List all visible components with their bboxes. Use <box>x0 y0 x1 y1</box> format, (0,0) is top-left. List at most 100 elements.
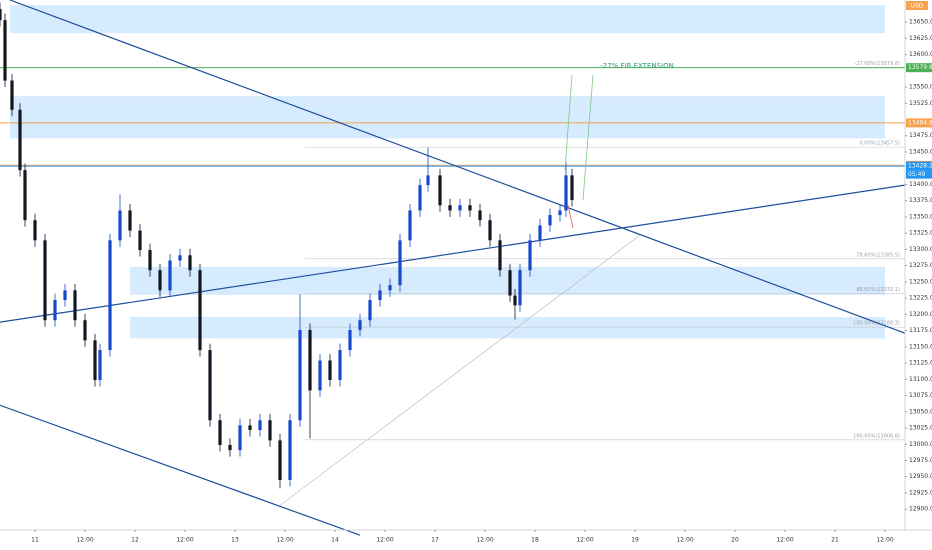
y-tick-label: 13075.0 <box>909 392 932 399</box>
y-tick-label: 12950.0 <box>909 473 932 480</box>
y-tick-label: 13250.0 <box>909 278 932 285</box>
x-tick-label: 20 <box>731 537 739 544</box>
candle-body <box>3 20 7 81</box>
candle-body <box>73 290 77 321</box>
candle-body <box>338 350 342 380</box>
x-tick-label: 12:00 <box>276 537 293 544</box>
y-tick-label: 13225.0 <box>909 295 932 302</box>
candle-body <box>448 205 452 211</box>
candle-body <box>118 210 122 241</box>
candle-body <box>358 320 362 330</box>
x-tick-label: 12:00 <box>76 537 93 544</box>
candle-body <box>378 290 382 301</box>
candle-body <box>0 9 2 21</box>
fib-label: 100.00%(13180.3) <box>853 321 900 327</box>
candle-body <box>348 329 352 351</box>
x-tick-label: 14 <box>331 537 339 544</box>
zone <box>10 96 885 139</box>
candle-body <box>168 260 172 291</box>
annotation: -27% FIB EXTENSION <box>600 62 674 70</box>
candle-body <box>570 175 574 201</box>
candle-body <box>328 360 332 380</box>
y-tick-label: 13450.0 <box>909 148 932 155</box>
candle-body <box>218 420 222 445</box>
level-box <box>906 161 932 171</box>
y-tick-label: 13375.0 <box>909 197 932 204</box>
candle-body <box>108 240 112 351</box>
candle-body <box>288 420 292 480</box>
y-tick-label: 13600.0 <box>909 51 932 58</box>
candle-body <box>278 440 282 480</box>
y-tick-label: 13200.0 <box>909 311 932 318</box>
y-tick-label: 13325.0 <box>909 230 932 237</box>
candle-body <box>488 220 492 241</box>
arrow <box>582 74 594 201</box>
trendline <box>0 184 906 323</box>
candle-body <box>468 205 472 211</box>
candle-body <box>148 250 152 271</box>
zones: -27.00%(13579.8) 0.00%(13457.5) 78.60%(132… <box>10 5 905 441</box>
x-tick-label: 11 <box>31 537 39 544</box>
candle-body <box>398 240 402 286</box>
fib-label: 100.00%(13006.8) <box>853 433 900 439</box>
fib-label: 0.00%(13457.5) <box>860 141 901 147</box>
y-tick-label: 13150.0 <box>909 343 932 350</box>
arrow <box>564 74 573 171</box>
candle-body <box>408 210 412 241</box>
candle-body <box>548 214 552 226</box>
fib-label: 78.60%(13285.5) <box>856 252 900 258</box>
candle-body <box>508 270 512 296</box>
trendline <box>0 404 361 536</box>
candle-body <box>33 220 37 241</box>
candle-body <box>208 350 212 421</box>
candle-body <box>388 285 392 291</box>
x-tick-label: 19 <box>631 537 639 544</box>
candle-body <box>368 300 372 321</box>
x-tick-label: 18 <box>531 537 539 544</box>
arrow <box>567 204 574 229</box>
x-tick-label: 12:00 <box>576 537 593 544</box>
level-label: 13579.8 <box>908 64 932 71</box>
x-tick-label: 12:00 <box>176 537 193 544</box>
y-tick-label: 13475.0 <box>909 132 932 139</box>
level-label: 13428.2 <box>908 163 932 170</box>
currency-box <box>906 1 928 10</box>
y-tick-label: 12900.0 <box>909 506 932 513</box>
trendline <box>279 234 641 506</box>
candle-body <box>138 230 142 251</box>
y-tick-label: 13550.0 <box>909 84 932 91</box>
y-tick-label: 13625.0 <box>909 35 932 42</box>
candle-body <box>10 80 14 110</box>
y-tick-label: 13525.0 <box>909 100 932 107</box>
x-tick-label: 12:00 <box>776 537 793 544</box>
x-tick-label: 13 <box>231 537 239 544</box>
candle-body <box>538 225 542 241</box>
countdown-box <box>906 170 932 179</box>
candle-body <box>18 109 22 171</box>
y-tick-label: 13275.0 <box>909 262 932 269</box>
level-box <box>906 118 932 128</box>
candle-body <box>198 270 202 351</box>
y-tick-label: 12925.0 <box>909 489 932 496</box>
candle-body <box>93 340 97 380</box>
price-axis <box>905 0 932 530</box>
candle-body <box>438 175 442 206</box>
y-tick-label: 13050.0 <box>909 408 932 415</box>
plot <box>0 0 906 536</box>
candle-body <box>513 295 517 306</box>
zone <box>130 266 885 295</box>
candle-body <box>418 185 422 211</box>
x-tick-label: 12:00 <box>876 537 893 544</box>
axes: 12900.0 12925.0 12950.0 12975.0 13000.0 13025… <box>31 19 932 544</box>
y-tick-label: 13300.0 <box>909 246 932 253</box>
candle-body <box>238 425 242 451</box>
candle-body <box>128 210 132 231</box>
level-label: 13494.8 <box>908 119 932 126</box>
candle-body <box>248 425 252 430</box>
candle-body <box>478 210 482 221</box>
candle-body <box>63 290 67 301</box>
candle-body <box>426 175 430 186</box>
candle-body <box>564 175 568 211</box>
level-box <box>906 63 932 73</box>
